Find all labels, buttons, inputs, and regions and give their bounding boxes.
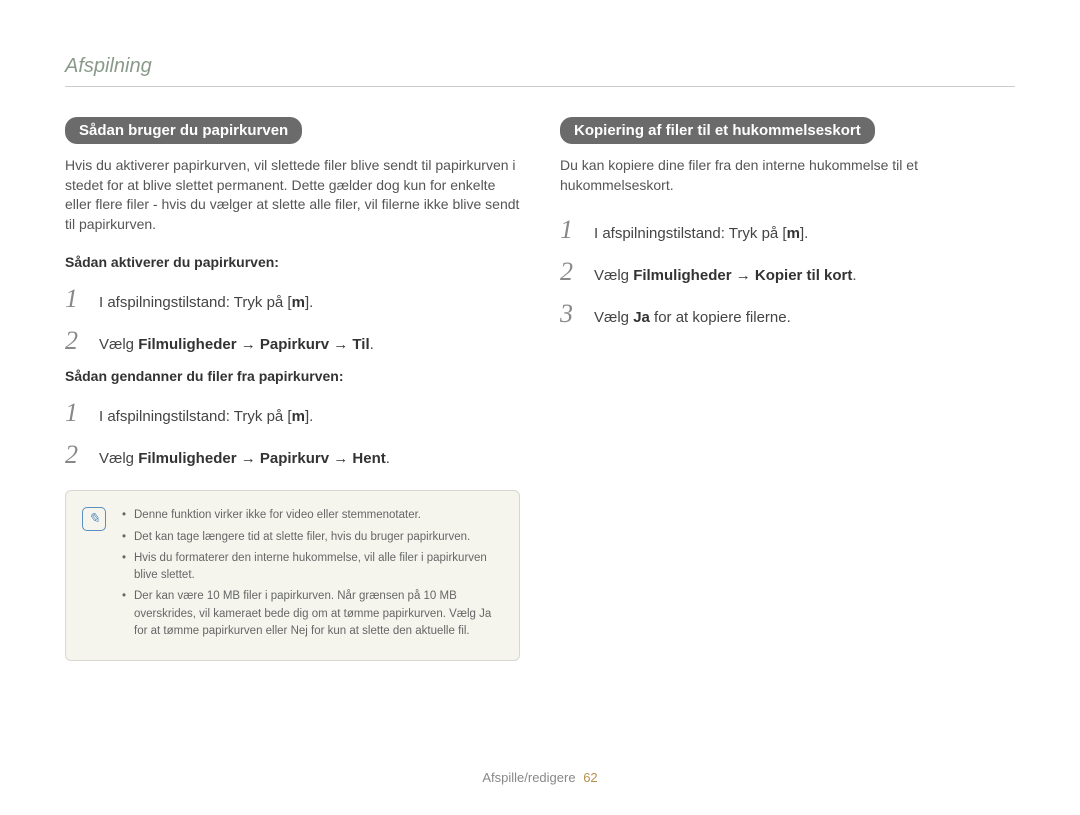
footer-text: Afspille/redigere <box>482 770 575 785</box>
subhead-restore: Sådan gendanner du ﬁler fra papirkurven: <box>65 368 520 384</box>
step: 1 I afspilningstilstand: Tryk på [m]. <box>65 398 520 428</box>
content-columns: Sådan bruger du papirkurven Hvis du akti… <box>65 117 1015 661</box>
step: 2 Vælg Filmuligheder → Papirkurv → Til. <box>65 326 520 356</box>
step-number: 2 <box>65 326 87 356</box>
steps-activate: 1 I afspilningstilstand: Tryk på [m]. 2 Væl… <box>65 284 520 356</box>
step: 3 Vælg Ja for at kopiere ﬁlerne. <box>560 299 1015 329</box>
intro-right: Du kan kopiere dine ﬁler fra den interne… <box>560 156 1015 195</box>
step-text: I afspilningstilstand: Tryk på [m]. <box>99 292 313 313</box>
step-text: I afspilningstilstand: Tryk på [m]. <box>594 223 808 244</box>
left-column: Sådan bruger du papirkurven Hvis du akti… <box>65 117 520 661</box>
step-number: 2 <box>560 257 582 287</box>
step: 1 I afspilningstilstand: Tryk på [m]. <box>65 284 520 314</box>
step: 2 Vælg Filmuligheder → Kopier til kort. <box>560 257 1015 287</box>
menu-key: m <box>292 292 305 313</box>
right-column: Kopiering af ﬁler til et hukommelseskort… <box>560 117 1015 661</box>
step-number: 2 <box>65 440 87 470</box>
steps-restore: 1 I afspilningstilstand: Tryk på [m]. 2 Væl… <box>65 398 520 470</box>
note-item: Det kan tage længere tid at slette ﬁler,… <box>122 529 501 546</box>
menu-key: m <box>787 223 800 244</box>
steps-copy: 1 I afspilningstilstand: Tryk på [m]. 2 Væl… <box>560 215 1015 329</box>
subhead-activate: Sådan aktiverer du papirkurven: <box>65 254 520 270</box>
note-item: Denne funktion virker ikke for video ell… <box>122 507 501 524</box>
step-text: Vælg Filmuligheder → Papirkurv → Til. <box>99 334 374 355</box>
step-text: Vælg Ja for at kopiere ﬁlerne. <box>594 307 791 328</box>
step: 2 Vælg Filmuligheder → Papirkurv → Hent. <box>65 440 520 470</box>
step-text: I afspilningstilstand: Tryk på [m]. <box>99 406 313 427</box>
page-number: 62 <box>583 770 597 785</box>
menu-key: m <box>292 406 305 427</box>
note-box: ✎ Denne funktion virker ikke for video e… <box>65 490 520 661</box>
step-number: 1 <box>560 215 582 245</box>
step-number: 1 <box>65 398 87 428</box>
step-text: Vælg Filmuligheder → Kopier til kort. <box>594 265 857 286</box>
note-list: Denne funktion virker ikke for video ell… <box>122 507 501 640</box>
page-footer: Afspille/redigere 62 <box>0 770 1080 785</box>
pill-heading-left: Sådan bruger du papirkurven <box>65 117 302 144</box>
pill-heading-right: Kopiering af ﬁler til et hukommelseskort <box>560 117 875 144</box>
note-item: Der kan være 10 MB ﬁler i papirkurven. N… <box>122 588 501 640</box>
step-number: 3 <box>560 299 582 329</box>
step-number: 1 <box>65 284 87 314</box>
note-icon: ✎ <box>82 507 106 531</box>
note-item: Hvis du formaterer den interne hukommels… <box>122 550 501 585</box>
section-header: Afspilning <box>65 55 1015 87</box>
step: 1 I afspilningstilstand: Tryk på [m]. <box>560 215 1015 245</box>
step-text: Vælg Filmuligheder → Papirkurv → Hent. <box>99 448 390 469</box>
intro-left: Hvis du aktiverer papirkurven, vil slett… <box>65 156 520 234</box>
